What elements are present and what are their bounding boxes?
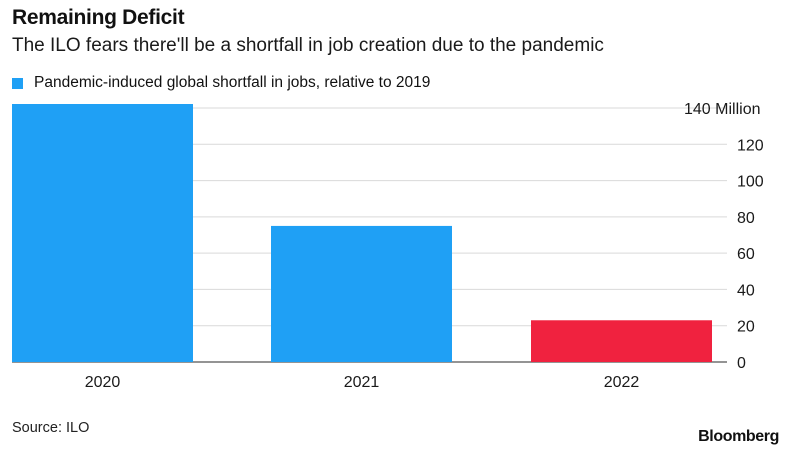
x-tick-label: 2020 — [85, 374, 121, 391]
source-note: Source: ILO — [12, 420, 90, 436]
bar-2021 — [271, 225, 452, 362]
legend-swatch — [12, 77, 23, 89]
bar-2020 — [12, 104, 193, 362]
x-tick-label: 2022 — [604, 374, 640, 391]
y-tick-label: 80 — [737, 210, 755, 227]
y-tick-label: 20 — [737, 319, 755, 336]
chart-title: Remaining Deficit — [12, 6, 185, 29]
y-tick-label: 0 — [737, 355, 746, 372]
bloomberg-logo: Bloomberg — [698, 428, 779, 445]
legend: Pandemic-induced global shortfall in job… — [12, 74, 430, 92]
y-tick-label: 100 — [737, 174, 764, 191]
y-tick-label: 60 — [737, 246, 755, 263]
y-tick-label: 120 — [737, 137, 764, 154]
y-tick-label: 140 Million — [684, 101, 760, 118]
bar-2022 — [531, 320, 712, 362]
y-tick-label: 40 — [737, 282, 755, 299]
x-tick-label: 2021 — [344, 374, 380, 391]
legend-label: Pandemic-induced global shortfall in job… — [34, 74, 431, 91]
chart-subtitle: The ILO fears there'll be a shortfall in… — [12, 35, 604, 56]
